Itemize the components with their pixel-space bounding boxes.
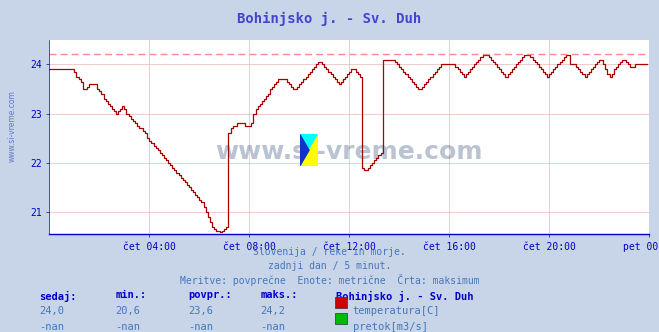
- Text: zadnji dan / 5 minut.: zadnji dan / 5 minut.: [268, 261, 391, 271]
- Text: 24,0: 24,0: [40, 306, 65, 316]
- Text: 23,6: 23,6: [188, 306, 213, 316]
- Text: maks.:: maks.:: [260, 290, 298, 300]
- Text: Slovenija / reke in morje.: Slovenija / reke in morje.: [253, 247, 406, 257]
- Text: 24,2: 24,2: [260, 306, 285, 316]
- Text: Bohinjsko j. - Sv. Duh: Bohinjsko j. - Sv. Duh: [336, 290, 474, 301]
- Text: www.si-vreme.com: www.si-vreme.com: [215, 140, 483, 164]
- Polygon shape: [300, 134, 318, 166]
- Text: -nan: -nan: [260, 322, 285, 332]
- Text: min.:: min.:: [115, 290, 146, 300]
- Text: povpr.:: povpr.:: [188, 290, 231, 300]
- Text: www.si-vreme.com: www.si-vreme.com: [8, 90, 17, 162]
- Text: temperatura[C]: temperatura[C]: [353, 306, 440, 316]
- Text: Meritve: povprečne  Enote: metrične  Črta: maksimum: Meritve: povprečne Enote: metrične Črta:…: [180, 274, 479, 286]
- Text: sedaj:: sedaj:: [40, 290, 77, 301]
- Text: Bohinjsko j. - Sv. Duh: Bohinjsko j. - Sv. Duh: [237, 12, 422, 26]
- Text: -nan: -nan: [115, 322, 140, 332]
- Polygon shape: [300, 134, 309, 166]
- Text: -nan: -nan: [188, 322, 213, 332]
- Text: 20,6: 20,6: [115, 306, 140, 316]
- Text: pretok[m3/s]: pretok[m3/s]: [353, 322, 428, 332]
- Text: -nan: -nan: [40, 322, 65, 332]
- Polygon shape: [300, 134, 318, 166]
